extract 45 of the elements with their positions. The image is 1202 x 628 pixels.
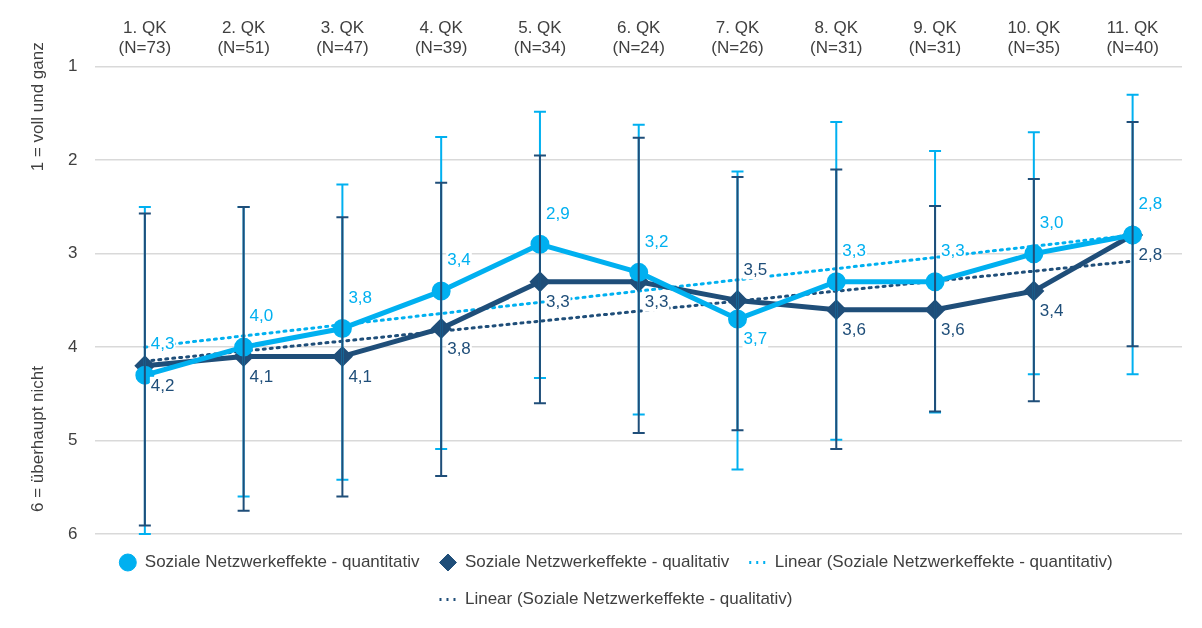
data-label: 3,2 [644, 231, 669, 251]
text: 6 = überhaupt nicht [27, 365, 47, 513]
x-tick-label: 1. QK (N=73) [118, 17, 172, 58]
data-label: 3,8 [348, 287, 373, 307]
data-label: 3,3 [545, 291, 570, 311]
x-tick-label: 9. QK (N=31) [908, 17, 962, 58]
y-tick-label: 5 [67, 430, 78, 450]
legend-label: Soziale Netzwerkeffekte - quantitativ [144, 552, 420, 572]
data-label: 3,3 [941, 240, 965, 260]
data-label: 3,7 [743, 329, 768, 349]
x-tick-label: 6. QK (N=24) [612, 17, 665, 58]
y-tick-label: 2 [67, 149, 78, 169]
y-tick-label: 3 [67, 243, 78, 263]
data-label: 4,1 [249, 366, 274, 386]
data-label: 4,0 [249, 306, 274, 326]
data-label: 4,3 [150, 334, 175, 354]
x-tick-label: 4. QK (N=39) [414, 17, 468, 58]
data-label: 2,8 [1138, 245, 1163, 265]
legend-label: Linear (Soziale Netzwerkeffekte - qualitativ) [464, 589, 793, 609]
y-tick-label: 1 [67, 56, 78, 76]
data-label: 3,5 [743, 259, 768, 279]
x-tick-label: 7. QK (N=26) [711, 17, 764, 58]
data-label: 2,8 [1138, 194, 1163, 214]
data-label: 3,8 [447, 338, 471, 358]
data-label: 2,9 [545, 203, 570, 223]
legend-label: Soziale Netzwerkeffekte - qualitativ [464, 552, 730, 572]
y-tick-label: 4 [67, 336, 78, 356]
data-label: 3,4 [1039, 301, 1064, 321]
x-tick-label: 11. QK (N=40) [1106, 17, 1160, 58]
data-label: 3,3 [842, 240, 866, 260]
data-label: 4,1 [348, 366, 373, 386]
y-tick-label: 6 [67, 523, 78, 543]
data-label: 3,6 [842, 319, 866, 339]
data-label: 3,0 [1039, 212, 1064, 232]
x-tick-label: 8. QK (N=31) [810, 17, 863, 58]
y-axis-title: 1 = voll und ganz [27, 42, 47, 172]
x-tick-label: 5. QK (N=34) [513, 17, 567, 58]
x-tick-label: 3. QK (N=47) [316, 17, 369, 58]
x-tick-label: 10. QK (N=35) [1007, 17, 1061, 58]
data-label: 3,4 [447, 250, 471, 270]
data-label: 3,6 [941, 319, 965, 339]
data-label: 3,3 [644, 291, 669, 311]
legend-label: Linear (Soziale Netzwerkeffekte - quantitativ) [774, 552, 1113, 572]
x-tick-label: 2. QK (N=51) [217, 17, 270, 58]
data-label: 4,2 [150, 376, 175, 395]
